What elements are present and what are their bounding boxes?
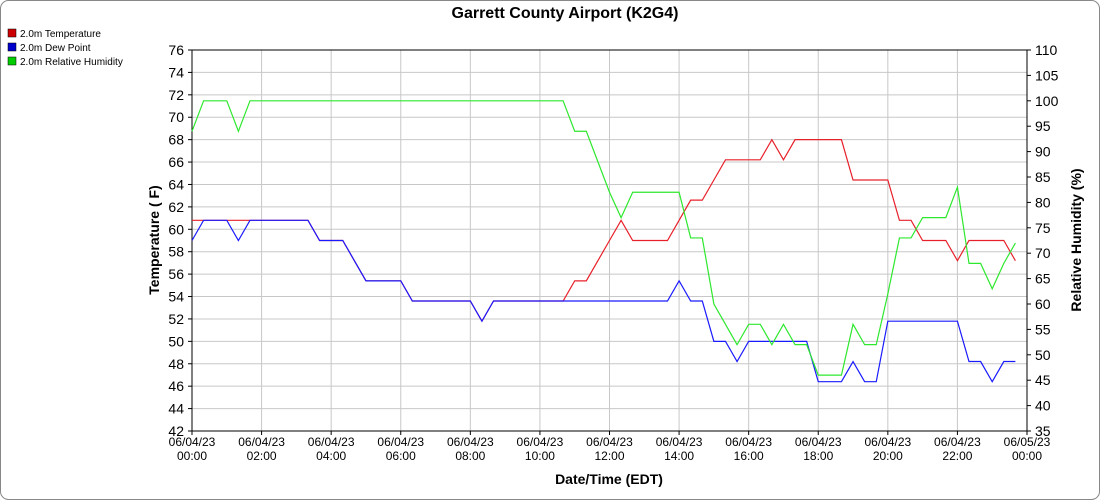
legend-label: 2.0m Relative Humidity <box>20 57 123 68</box>
legend-swatch <box>7 28 17 38</box>
x-tick-label: 06/04/23 02:00 <box>238 435 285 463</box>
y-tick-label: 66 <box>168 154 184 170</box>
y-tick-label: 46 <box>168 378 184 394</box>
y2-tick-label: 50 <box>1035 347 1051 363</box>
x-tick-label: 06/04/23 10:00 <box>517 435 564 463</box>
y-tick-label: 48 <box>168 356 184 372</box>
y2-tick-label: 45 <box>1035 372 1051 388</box>
y2-tick-label: 105 <box>1035 67 1059 83</box>
x-tick-label: 06/04/23 18:00 <box>795 435 842 463</box>
x-tick-label-date: 06/04/23 <box>308 435 355 449</box>
x-tick-label-time: 12:00 <box>594 449 624 463</box>
x-tick-label: 06/04/23 04:00 <box>308 435 355 463</box>
x-tick-label-time: 00:00 <box>1012 449 1042 463</box>
y2-tick-label: 55 <box>1035 321 1051 337</box>
x-tick-label-time: 00:00 <box>177 449 207 463</box>
x-tick-label: 06/04/23 00:00 <box>169 435 216 463</box>
y2-axis-label: Relative Humidity (%) <box>1068 168 1084 311</box>
y-tick-label: 58 <box>168 244 184 260</box>
x-tick-label: 06/04/23 06:00 <box>377 435 424 463</box>
legend-swatch <box>7 56 17 66</box>
y-tick-label: 70 <box>168 109 184 125</box>
y2-tick-label: 85 <box>1035 169 1051 185</box>
x-tick-label-date: 06/04/23 <box>169 435 216 449</box>
x-tick-label-date: 06/04/23 <box>725 435 772 449</box>
y-tick-label: 60 <box>168 221 184 237</box>
y2-tick-label: 80 <box>1035 194 1051 210</box>
x-tick-label-time: 18:00 <box>803 449 833 463</box>
y-tick-label: 44 <box>168 401 184 417</box>
x-tick-label-date: 06/04/23 <box>864 435 911 449</box>
series-line <box>191 219 1016 383</box>
y2-tick-label: 90 <box>1035 144 1051 160</box>
y-tick-label: 68 <box>168 132 184 148</box>
x-tick-label: 06/05/23 00:00 <box>1004 435 1051 463</box>
x-axis-label: Date/Time (EDT) <box>555 471 663 487</box>
x-tick-label-date: 06/04/23 <box>517 435 564 449</box>
series-line <box>191 100 1016 376</box>
x-tick-label: 06/04/23 14:00 <box>656 435 703 463</box>
y-tick-label: 56 <box>168 266 184 282</box>
y-tick-label: 54 <box>168 289 184 305</box>
legend-label: 2.0m Dew Point <box>20 43 91 54</box>
y2-tick-label: 100 <box>1035 93 1059 109</box>
y-axis-label: Temperature ( F) <box>146 185 162 294</box>
x-tick-label-date: 06/04/23 <box>934 435 981 449</box>
chart-title: Garrett County Airport (K2G4) <box>452 5 679 22</box>
y-tick-label: 76 <box>168 42 184 58</box>
x-tick-label: 06/04/23 12:00 <box>586 435 633 463</box>
y-tick-label: 42 <box>168 423 184 439</box>
x-tick-label-date: 06/04/23 <box>586 435 633 449</box>
x-tick-label-time: 16:00 <box>734 449 764 463</box>
x-tick-label-time: 02:00 <box>247 449 277 463</box>
y-tick-label: 64 <box>168 176 184 192</box>
x-tick-label-time: 04:00 <box>316 449 346 463</box>
x-tick-label-date: 06/04/23 <box>795 435 842 449</box>
y-tick-label: 62 <box>168 199 184 215</box>
y-tick-label: 74 <box>168 64 184 80</box>
x-tick-label: 06/04/23 22:00 <box>934 435 981 463</box>
x-tick-label-time: 06:00 <box>386 449 416 463</box>
x-tick-label-time: 08:00 <box>455 449 485 463</box>
legend-label: 2.0m Temperature <box>20 29 101 40</box>
y2-tick-label: 75 <box>1035 220 1051 236</box>
x-tick-label-date: 06/04/23 <box>656 435 703 449</box>
x-tick-label: 06/04/23 08:00 <box>447 435 494 463</box>
y-tick-label: 72 <box>168 87 184 103</box>
y-tick-label: 50 <box>168 333 184 349</box>
y2-tick-label: 65 <box>1035 271 1051 287</box>
x-tick-label: 06/04/23 20:00 <box>864 435 911 463</box>
y-tick-label: 52 <box>168 311 184 327</box>
y2-tick-label: 35 <box>1035 423 1051 439</box>
x-tick-label-date: 06/04/23 <box>447 435 494 449</box>
y2-tick-label: 60 <box>1035 296 1051 312</box>
x-tick-label: 06/04/23 16:00 <box>725 435 772 463</box>
x-tick-label-time: 22:00 <box>942 449 972 463</box>
legend-swatch <box>7 42 17 52</box>
y2-tick-label: 110 <box>1035 42 1058 58</box>
x-tick-label-time: 14:00 <box>664 449 694 463</box>
y2-tick-label: 95 <box>1035 118 1051 134</box>
y2-tick-label: 70 <box>1035 245 1051 261</box>
x-tick-label-time: 20:00 <box>873 449 903 463</box>
x-tick-label-date: 06/04/23 <box>377 435 424 449</box>
x-tick-label-time: 10:00 <box>525 449 555 463</box>
x-tick-label-date: 06/05/23 <box>1004 435 1051 449</box>
y2-tick-label: 40 <box>1035 398 1051 414</box>
x-tick-label-date: 06/04/23 <box>238 435 285 449</box>
